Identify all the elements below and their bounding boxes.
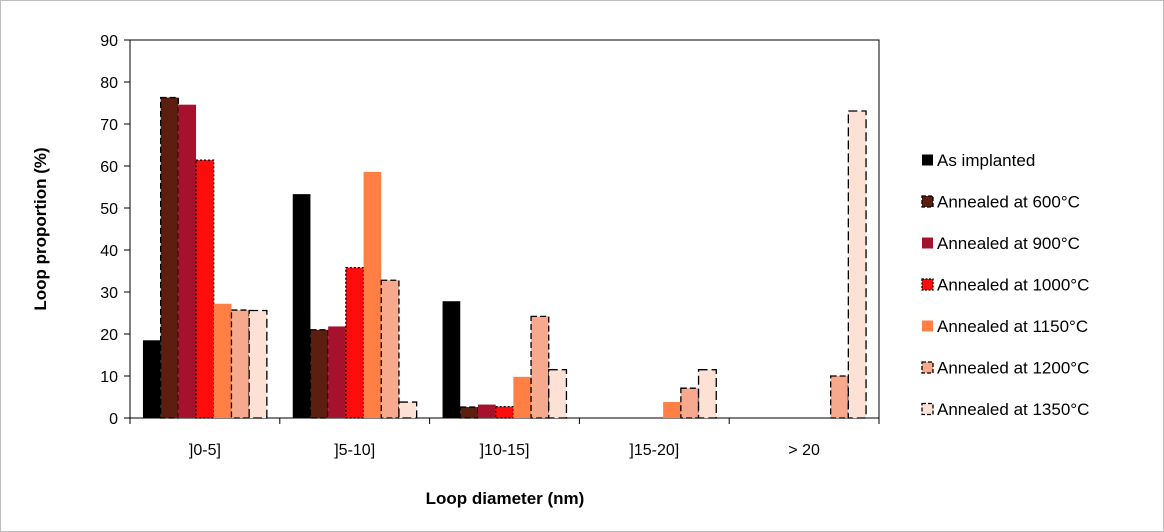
bar-group <box>142 96 867 419</box>
legend-label: Annealed at 1200°C <box>937 359 1089 378</box>
bar-6-3 <box>530 315 550 419</box>
y-tick-label: 80 <box>100 75 118 92</box>
bar-7-5 <box>847 110 867 419</box>
bar-3-2 <box>328 326 346 418</box>
legend-swatch <box>922 154 933 166</box>
y-tick-label: 40 <box>100 243 118 260</box>
y-tick-label: 10 <box>100 369 118 386</box>
x-tick-label: > 20 <box>788 442 820 459</box>
y-tick-label: 60 <box>100 159 118 176</box>
bar-1-2 <box>292 194 311 418</box>
y-tick-label: 30 <box>100 285 118 302</box>
legend-label: Annealed at 1150°C <box>937 317 1088 336</box>
legend-label: As implanted <box>937 151 1035 170</box>
legend-swatch <box>921 361 934 374</box>
bar-5-4 <box>663 402 681 418</box>
bar-5-2 <box>363 171 382 418</box>
legend-label: Annealed at 900°C <box>937 234 1080 253</box>
bar-3-3 <box>477 404 496 418</box>
legend-swatch <box>921 278 934 291</box>
bar-7-4 <box>697 369 717 419</box>
bar-3-1 <box>178 104 197 419</box>
legend-swatch <box>921 402 934 416</box>
bar-7-2 <box>398 401 418 419</box>
y-axis: 0 10 20 30 40 50 60 70 80 90 <box>100 33 130 428</box>
legend: As implanted Annealed at 600°C Annealed at… <box>921 151 1089 419</box>
bar-4-2 <box>345 266 365 419</box>
bar-6-5 <box>830 375 850 419</box>
legend-swatch <box>922 237 933 249</box>
legend-label: Annealed at 600°C <box>937 193 1080 212</box>
bar-2-2 <box>309 329 329 419</box>
y-tick-label: 0 <box>109 411 118 428</box>
legend-label: Annealed at 1350°C <box>937 400 1089 419</box>
y-tick-label: 50 <box>100 201 118 218</box>
bar-6-2 <box>380 279 400 419</box>
x-tick-label: ]5-10] <box>334 442 375 459</box>
bar-6-1 <box>230 309 250 419</box>
bar-2-3 <box>459 406 479 419</box>
bar-5-3 <box>513 376 532 418</box>
legend-label: Annealed at 1000°C <box>937 276 1089 295</box>
y-tick-label: 70 <box>100 117 118 134</box>
y-tick-label: 20 <box>100 327 118 344</box>
bar-4-3 <box>494 406 514 419</box>
x-axis-title: Loop diameter (nm) <box>426 489 585 508</box>
x-tick-label: ]10-15] <box>480 442 530 459</box>
bar-1-1 <box>142 340 161 418</box>
y-tick-label: 90 <box>100 33 118 50</box>
x-tick-label: ]15-20] <box>629 442 679 459</box>
y-axis-title: Loop proportion (%) <box>31 147 50 310</box>
bar-5-1 <box>213 303 232 418</box>
bar-6-4 <box>680 387 700 419</box>
bar-7-1 <box>248 309 268 419</box>
bar-7-3 <box>548 369 568 419</box>
legend-swatch <box>922 320 933 332</box>
x-axis: ]0-5] ]5-10] ]10-15] ]15-20] > 20 <box>129 418 880 459</box>
legend-swatch <box>921 195 934 208</box>
x-tick-label: ]0-5] <box>189 442 221 459</box>
bar-1-3 <box>442 301 461 418</box>
bar-2-1 <box>159 96 179 419</box>
bar-4-1 <box>195 159 215 419</box>
